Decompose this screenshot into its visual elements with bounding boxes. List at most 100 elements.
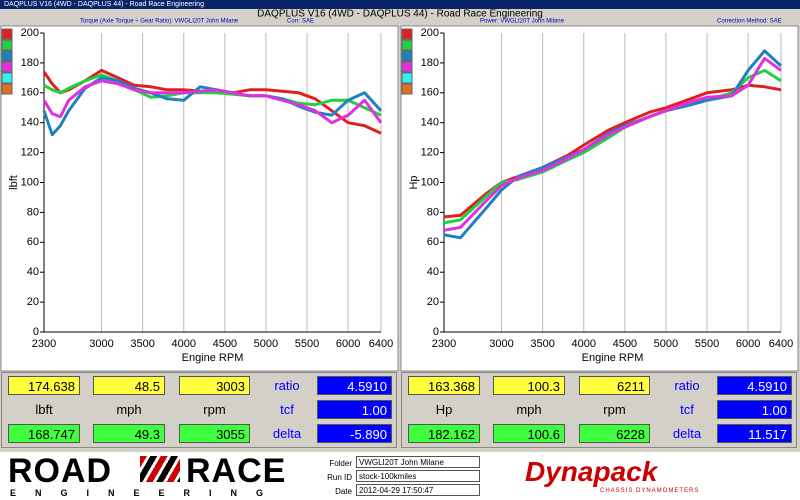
readout-value: 11.517	[717, 424, 792, 443]
series-line	[42, 79, 383, 125]
field-label: Folder	[329, 459, 352, 468]
field-label: Date	[335, 487, 352, 496]
readout-value: 174.638	[8, 376, 80, 395]
footer: ROAD RACE ENGINEERING Dynapack CHASSIS D…	[0, 452, 800, 500]
readout-value: 49.3	[93, 424, 165, 443]
readout-label: tcf	[280, 402, 294, 417]
y-tick-label: 100	[421, 176, 439, 188]
readout-label: ratio	[274, 378, 300, 393]
legend-swatch	[1, 39, 13, 51]
y-tick-label: 160	[421, 87, 439, 99]
readout-label: Hp	[435, 402, 453, 417]
x-tick-label: 6400	[369, 338, 393, 350]
x-tick-label: 6400	[769, 338, 793, 350]
readout-label: lbft	[35, 402, 53, 417]
readout-label: ratio	[674, 378, 700, 393]
logo-slashes	[140, 456, 180, 482]
field-label: Run ID	[327, 473, 352, 482]
y-axis-label: lbft	[8, 175, 20, 190]
y-tick-label: 100	[21, 176, 39, 188]
legend-swatch	[401, 50, 413, 62]
readout-value: 4.5910	[317, 376, 392, 395]
x-tick-label: 3000	[489, 338, 513, 350]
series-line	[443, 56, 782, 232]
x-tick-label: 5500	[695, 338, 719, 350]
y-tick-label: 180	[421, 57, 439, 69]
chart-subtitle: Torque (Axle Torque ÷ Gear Ratio): VWGLI…	[80, 19, 239, 25]
readout-label: tcf	[680, 402, 694, 417]
readout-value: -5.890	[317, 424, 392, 443]
y-tick-label: 120	[21, 147, 39, 159]
logo-left: ROAD	[8, 452, 113, 490]
window-title: DAQPLUS V16 (4WD - DAQPLUS 44) - Road Ra…	[0, 0, 800, 9]
y-tick-label: 20	[27, 296, 39, 308]
chart-subtitle: Correction Method: SAE	[717, 19, 782, 25]
y-tick-label: 160	[21, 87, 39, 99]
x-tick-label: 6000	[736, 338, 760, 350]
legend-swatch	[401, 72, 413, 84]
y-tick-label: 60	[427, 236, 439, 248]
x-tick-label: 4000	[571, 338, 595, 350]
x-tick-label: 4500	[213, 338, 237, 350]
logo-sub: ENGINEERING	[10, 488, 283, 498]
y-tick-label: 40	[427, 266, 439, 278]
chart-panel	[0, 25, 399, 372]
field-value: stock-100kmiles	[356, 470, 480, 482]
field-value: 2012-04-29 17:50:47	[356, 484, 480, 496]
legend-swatch	[1, 28, 13, 40]
x-tick-label: 3000	[89, 338, 113, 350]
readout-label: mph	[116, 402, 142, 417]
y-tick-label: 200	[421, 27, 439, 39]
readout-value: 1.00	[317, 400, 392, 419]
legend-swatch	[401, 39, 413, 51]
brand: Dynapack	[525, 456, 658, 487]
readout-label: delta	[272, 426, 302, 441]
chart-panel	[400, 25, 799, 372]
logo-right: RACE	[186, 452, 287, 490]
legend-swatch	[1, 83, 13, 95]
y-tick-label: 0	[433, 326, 439, 338]
readout-label: delta	[672, 426, 702, 441]
x-tick-label: 2300	[432, 338, 456, 350]
readout-value: 168.747	[8, 424, 80, 443]
readout-value: 3055	[179, 424, 250, 443]
x-tick-label: 3500	[130, 338, 154, 350]
readout-label: mph	[516, 402, 542, 417]
legend-swatch	[1, 50, 13, 62]
y-tick-label: 120	[421, 147, 439, 159]
readout-value: 3003	[179, 376, 250, 395]
legend-swatch	[1, 72, 13, 84]
x-tick-label: 3500	[530, 338, 554, 350]
x-axis-label: Engine RPM	[182, 352, 244, 364]
charts: DAQPLUS V16 (4WD - DAQPLUS 44) - Road Ra…	[0, 9, 799, 372]
readout-value: 6211	[579, 376, 650, 395]
y-tick-label: 180	[21, 57, 39, 69]
y-axis-label: Hp	[408, 175, 420, 189]
readout-value: 48.5	[93, 376, 165, 395]
y-tick-label: 140	[21, 117, 39, 129]
legend-swatch	[401, 61, 413, 73]
brand-sub: CHASSIS DYNAMOMETERS	[600, 488, 700, 494]
x-tick-label: 5000	[254, 338, 278, 350]
x-tick-label: 5000	[654, 338, 678, 350]
chart-subtitle: Corr: SAE	[287, 19, 314, 25]
x-tick-label: 5500	[295, 338, 319, 350]
y-tick-label: 40	[27, 266, 39, 278]
field-value: VWGLI20T John Milane	[356, 456, 480, 468]
y-tick-label: 80	[27, 206, 39, 218]
y-tick-label: 200	[21, 27, 39, 39]
readout-value: 182.162	[408, 424, 480, 443]
readout-label: rpm	[603, 402, 626, 417]
chart-title: DAQPLUS V16 (4WD - DAQPLUS 44) - Road Ra…	[257, 9, 543, 20]
x-tick-label: 6000	[336, 338, 360, 350]
readout-value: 6228	[579, 424, 650, 443]
readout-value: 100.6	[493, 424, 565, 443]
x-tick-label: 4500	[613, 338, 637, 350]
x-tick-label: 2300	[32, 338, 56, 350]
readout-value: 4.5910	[717, 376, 792, 395]
legend-swatch	[401, 83, 413, 95]
x-tick-label: 4000	[171, 338, 195, 350]
x-axis-label: Engine RPM	[582, 352, 644, 364]
legend-swatch	[401, 28, 413, 40]
readout-value: 1.00	[717, 400, 792, 419]
